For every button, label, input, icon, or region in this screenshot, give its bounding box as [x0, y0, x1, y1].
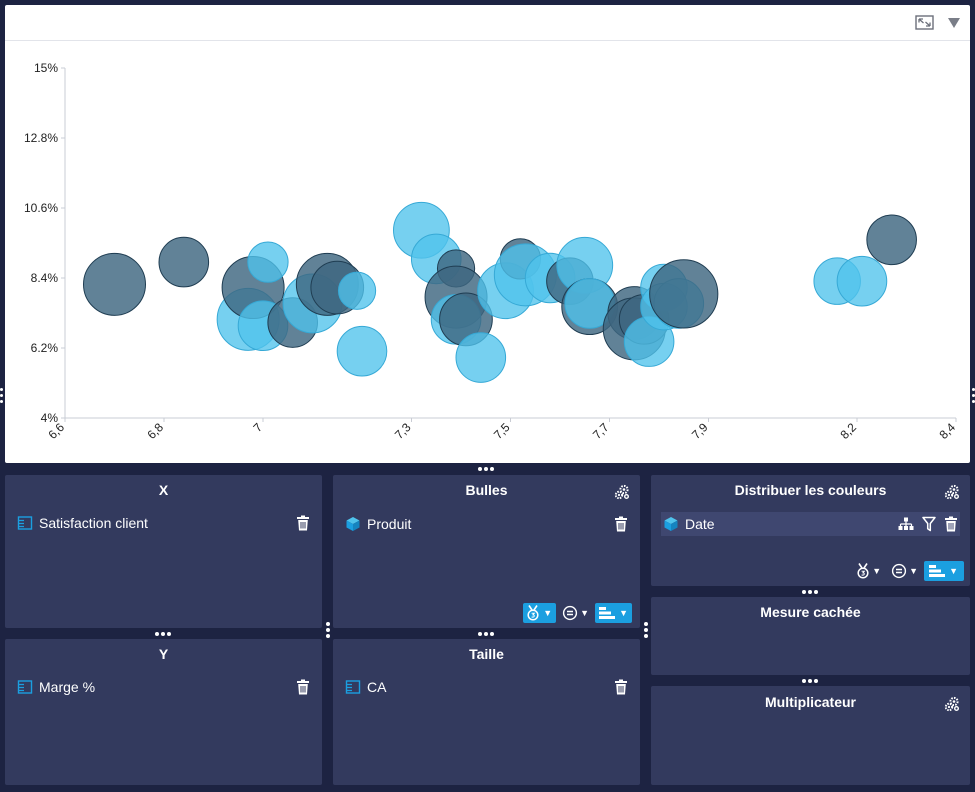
equals-caret: ▼ — [580, 608, 590, 618]
taille-field[interactable]: CA — [343, 675, 630, 699]
measure-icon — [17, 516, 33, 530]
sort-dropdown[interactable]: ▼ — [595, 603, 632, 623]
couleurs-panel-title: Distribuer les couleurs — [734, 482, 887, 498]
chart-panel: 4% 6.2% 8.4% 10.6% 12.8% 15% 6,6 6,8 7 7,3 7,5 7,7 7… — [5, 5, 970, 463]
y-tick-label: 8.4% — [31, 271, 59, 285]
trash-icon[interactable] — [296, 515, 310, 531]
x-field-label: Satisfaction client — [39, 515, 148, 531]
sort-caret: ▼ — [619, 608, 628, 618]
bulles-field[interactable]: Produit — [343, 512, 630, 536]
y-panel-title: Y — [158, 646, 169, 662]
equals-dropdown[interactable]: ▼ — [562, 603, 589, 623]
rank-caret: ▼ — [543, 608, 553, 618]
sort-bars-icon — [929, 565, 946, 577]
bulles-taille-splitter[interactable] — [478, 631, 496, 637]
bubble-series-dark[interactable] — [158, 236, 210, 288]
couleurs-panel: Distribuer les couleurs Date — [651, 475, 970, 586]
chart-toolbar — [5, 5, 970, 41]
gears-icon[interactable] — [944, 484, 960, 500]
y-panel: Y Marge % — [5, 639, 322, 785]
filter-icon[interactable] — [922, 516, 936, 532]
left-edge-handle[interactable] — [0, 388, 4, 404]
bubble-series-dark[interactable] — [649, 259, 719, 329]
trash-icon[interactable] — [944, 516, 958, 532]
rank-caret: ▼ — [872, 566, 882, 576]
equals-icon — [892, 563, 907, 579]
equals-caret: ▼ — [909, 566, 919, 576]
y-field[interactable]: Marge % — [15, 675, 312, 699]
y-tick-label: 6.2% — [31, 341, 59, 355]
measure-icon — [345, 680, 361, 694]
gears-icon[interactable] — [614, 484, 630, 500]
sort-caret: ▼ — [949, 566, 958, 576]
col2-col3-splitter[interactable] — [644, 622, 648, 638]
y-tick-label: 15% — [34, 61, 58, 75]
rank-dropdown[interactable]: ▼ — [523, 603, 557, 623]
sort-bars-icon — [599, 607, 616, 619]
y-field-label: Marge % — [39, 679, 96, 695]
x-tick-label: 7,3 — [392, 420, 414, 442]
couleurs-cachee-splitter[interactable] — [802, 589, 820, 595]
cachee-multiplicateur-splitter[interactable] — [802, 678, 820, 684]
right-edge-handle[interactable] — [971, 388, 975, 404]
rank-dropdown[interactable]: ▼ — [856, 561, 881, 581]
x-field[interactable]: Satisfaction client — [15, 511, 312, 535]
trash-icon[interactable] — [614, 516, 628, 532]
couleurs-field-label: Date — [685, 516, 715, 532]
dropdown-arrow-icon[interactable] — [944, 13, 966, 33]
y-tick-label: 10.6% — [24, 201, 58, 215]
bubble-series-light[interactable] — [836, 255, 888, 307]
x-y-splitter[interactable] — [155, 631, 173, 637]
x-tick-label: 7,9 — [689, 420, 711, 442]
trash-icon[interactable] — [614, 679, 628, 695]
x-panel-title: X — [158, 482, 169, 498]
bulles-panel: Bulles Produit ▼ — [333, 475, 640, 628]
x-tick-label: 7 — [250, 420, 265, 435]
y-tick-label: 12.8% — [24, 131, 58, 145]
bubble-series-light[interactable] — [337, 271, 377, 310]
bubble-series-dark[interactable] — [83, 252, 146, 316]
bulles-panel-title: Bulles — [465, 482, 508, 498]
bubble-series-light[interactable] — [455, 332, 507, 383]
hierarchy-icon[interactable] — [898, 517, 914, 531]
cachee-panel: Mesure cachée — [651, 597, 970, 675]
bubble-chart: 4%6.2%8.4%10.6%12.8%15%6,6 6,8 7 7,3 7,5 7,7 7… — [24, 61, 958, 442]
x-tick-label: 7,5 — [491, 420, 513, 442]
bulles-field-label: Produit — [367, 516, 412, 532]
col1-col2-splitter[interactable] — [326, 622, 330, 638]
x-tick-label: 8,4 — [936, 420, 958, 442]
bubble-series-light[interactable] — [247, 241, 289, 283]
taille-panel-title: Taille — [469, 646, 504, 662]
multiplicateur-panel-title: Multiplicateur — [764, 694, 856, 710]
multiplicateur-panel: Multiplicateur — [651, 686, 970, 785]
taille-field-label: CA — [367, 679, 387, 695]
trash-icon[interactable] — [296, 679, 310, 695]
taille-panel: Taille CA — [333, 639, 640, 785]
y-tick-label: 4% — [41, 411, 59, 425]
sort-dropdown[interactable]: ▼ — [924, 561, 964, 581]
dimension-cube-icon — [664, 517, 678, 531]
cachee-panel-title: Mesure cachée — [760, 604, 861, 620]
equals-dropdown[interactable]: ▼ — [891, 561, 918, 581]
rank-medal-icon — [857, 563, 869, 579]
rank-medal-icon — [527, 605, 539, 621]
x-tick-label: 6,8 — [144, 420, 166, 442]
x-tick-label: 8,2 — [837, 420, 859, 442]
x-panel: X Satisfaction client — [5, 475, 322, 628]
bubble-series-dark[interactable] — [866, 214, 917, 266]
bubble-series-light[interactable] — [336, 325, 388, 377]
gears-icon[interactable] — [944, 696, 960, 712]
dimension-cube-icon — [346, 517, 360, 531]
x-tick-label: 7,7 — [590, 420, 612, 442]
fullscreen-icon[interactable] — [914, 13, 936, 33]
equals-icon — [563, 605, 578, 621]
chart-splitter[interactable] — [478, 466, 496, 472]
measure-icon — [17, 680, 33, 694]
couleurs-field[interactable]: Date — [661, 512, 960, 536]
